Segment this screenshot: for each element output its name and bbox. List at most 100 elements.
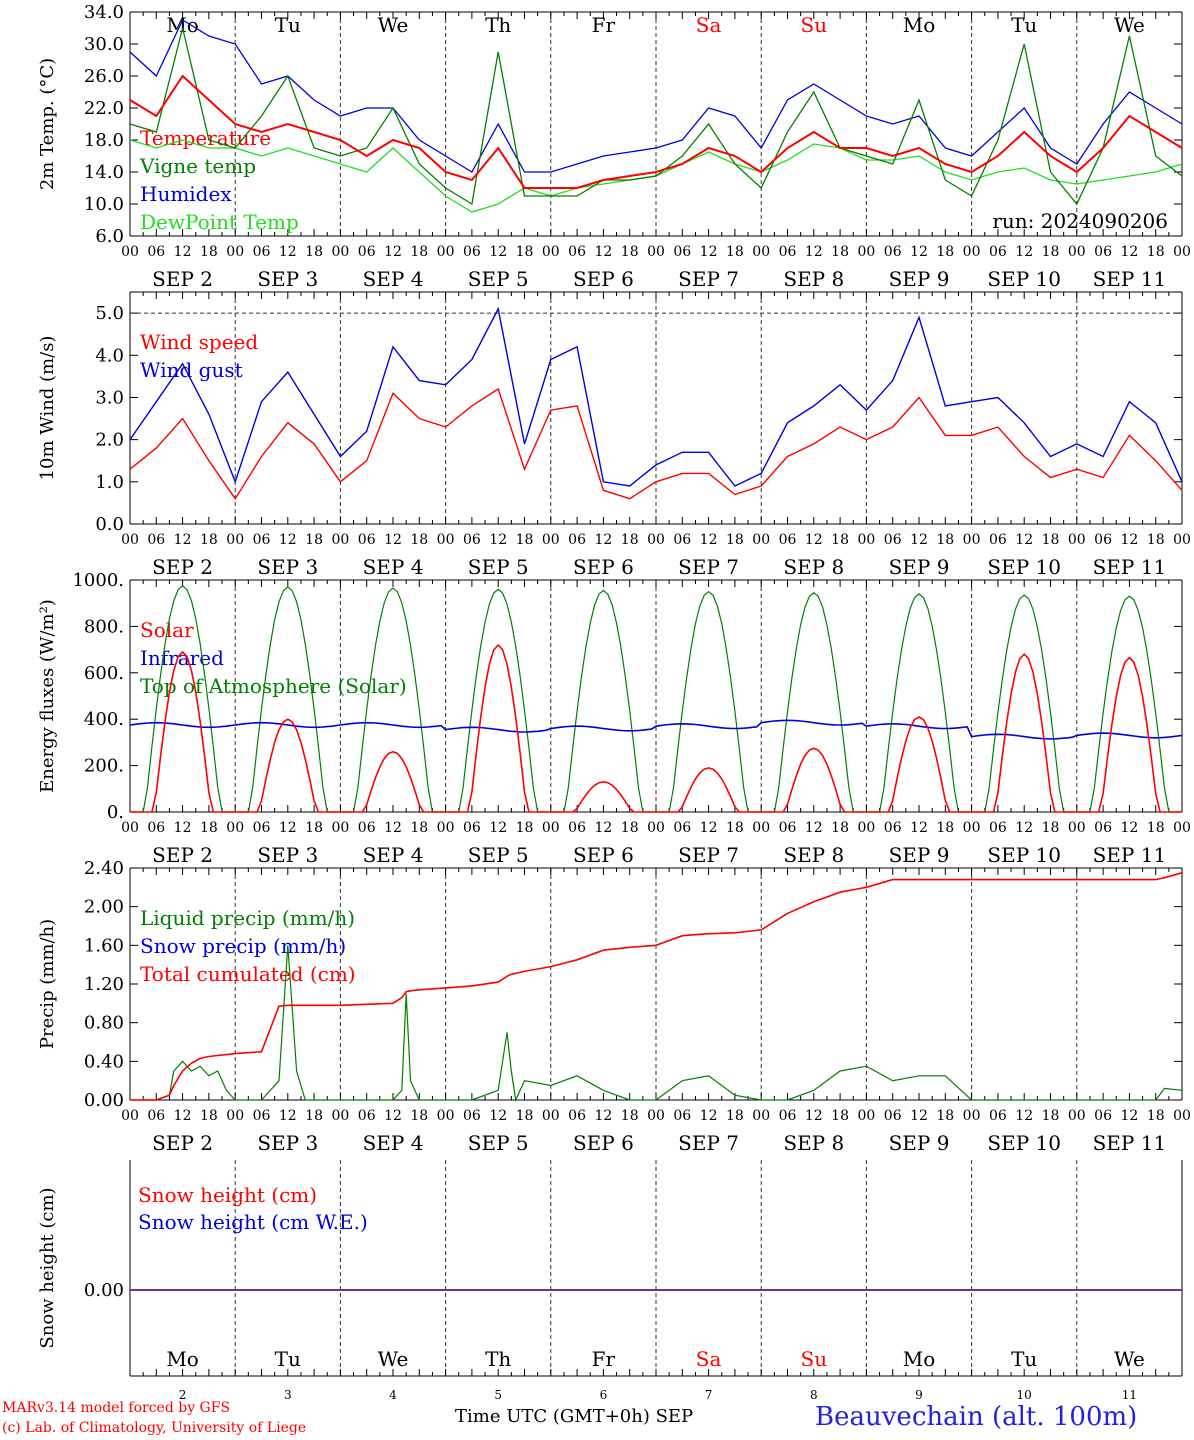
y-tick-label: 200. [84, 756, 124, 777]
hour-label: 18 [831, 532, 849, 548]
date-label: SEP 3 [257, 555, 318, 579]
hour-label: 12 [279, 1108, 297, 1124]
hour-label: 06 [147, 1108, 165, 1124]
hour-label: 18 [1147, 244, 1165, 260]
hour-label: 06 [568, 244, 586, 260]
hour-label: 00 [437, 244, 455, 260]
date-label: SEP 2 [152, 555, 213, 579]
hour-label: 06 [884, 244, 902, 260]
hour-label: 06 [779, 532, 797, 548]
hour-label: 12 [805, 820, 823, 836]
hour-label: 06 [779, 244, 797, 260]
series-line-humidex [129, 19, 1183, 173]
y-tick-label: 1.20 [84, 974, 124, 995]
hour-label: 06 [989, 820, 1007, 836]
hour-label: 00 [1173, 244, 1191, 260]
date-label: SEP 3 [257, 1131, 318, 1155]
hour-label: 12 [174, 820, 192, 836]
hour-label: 00 [752, 1108, 770, 1124]
hour-label: 12 [1015, 1108, 1033, 1124]
y-tick-label: 600. [84, 663, 124, 684]
y-tick-label: 2.40 [84, 858, 124, 879]
hour-label: 12 [279, 244, 297, 260]
date-label: SEP 10 [987, 1131, 1061, 1155]
hour-label: 00 [963, 1108, 981, 1124]
hour-label: 18 [516, 244, 534, 260]
hour-label: 18 [1147, 1108, 1165, 1124]
hour-label: 06 [1094, 820, 1112, 836]
day-number-label: 2 [179, 1388, 187, 1402]
hour-label: 06 [463, 1108, 481, 1124]
weekday-label: Su [801, 13, 828, 37]
hour-label: 06 [253, 244, 271, 260]
hour-label: 18 [1042, 532, 1060, 548]
hour-label: 18 [831, 244, 849, 260]
legend-entry: Wind speed [140, 330, 258, 354]
y-tick-label: 0.00 [84, 1280, 124, 1301]
hour-label: 12 [1015, 820, 1033, 836]
hour-label: 06 [884, 1108, 902, 1124]
hour-label: 00 [1173, 820, 1191, 836]
y-tick-label: 4.0 [95, 345, 124, 366]
legend-entry: Liquid precip (mm/h) [140, 906, 355, 930]
y-axis-label: Snow height (cm) [37, 1187, 58, 1348]
date-label: SEP 5 [468, 1131, 529, 1155]
hour-label: 12 [910, 820, 928, 836]
weekday-label: We [1114, 1347, 1145, 1371]
weekday-label: We [1114, 13, 1145, 37]
weekday-label: We [378, 13, 409, 37]
hour-label: 06 [147, 244, 165, 260]
hour-label: 06 [673, 820, 691, 836]
hour-label: 00 [1173, 1108, 1191, 1124]
date-label: SEP 4 [363, 555, 424, 579]
hour-label: 18 [516, 820, 534, 836]
hour-label: 12 [174, 244, 192, 260]
hour-label: 06 [568, 820, 586, 836]
hour-label: 12 [805, 1108, 823, 1124]
date-label: SEP 2 [152, 843, 213, 867]
weekday-label: Mo [903, 1347, 936, 1371]
hour-label: 00 [542, 820, 560, 836]
legend-entry: Wind gust [140, 358, 243, 382]
hour-label: 12 [1015, 532, 1033, 548]
hour-label: 06 [673, 1108, 691, 1124]
hour-label: 12 [910, 244, 928, 260]
weekday-label: Sa [696, 1347, 722, 1371]
y-tick-label: 18.0 [84, 130, 124, 151]
hour-label: 18 [516, 1108, 534, 1124]
hour-label: 00 [857, 532, 875, 548]
weekday-label: Mo [166, 13, 199, 37]
hour-label: 06 [989, 532, 1007, 548]
date-label: SEP 7 [678, 555, 739, 579]
y-tick-label: 6.0 [95, 226, 124, 247]
weekday-label: Sa [696, 13, 722, 37]
date-label: SEP 9 [889, 1131, 950, 1155]
hour-label: 00 [226, 532, 244, 548]
y-tick-label: 3.0 [95, 387, 124, 408]
date-label: SEP 8 [783, 1131, 844, 1155]
lab-credit: (c) Lab. of Climatology, University of L… [2, 1420, 307, 1436]
day-number-label: 8 [810, 1388, 818, 1402]
series-line-liquid-precip [130, 945, 1183, 1103]
hour-label: 18 [621, 1108, 639, 1124]
series-line-wind-speed [129, 387, 1183, 500]
hour-label: 18 [410, 244, 428, 260]
hour-label: 12 [384, 820, 402, 836]
hour-label: 00 [647, 820, 665, 836]
hour-label: 06 [253, 532, 271, 548]
day-number-label: 10 [1017, 1388, 1032, 1402]
y-tick-label: 0.00 [84, 1090, 124, 1111]
hour-label: 18 [936, 1108, 954, 1124]
day-number-label: 11 [1122, 1388, 1137, 1402]
hour-label: 00 [963, 244, 981, 260]
hour-label: 00 [542, 532, 560, 548]
y-axis-label: 2m Temp. (°C) [37, 58, 58, 190]
date-label: SEP 9 [889, 267, 950, 291]
hour-label: 18 [621, 820, 639, 836]
hour-label: 00 [331, 1108, 349, 1124]
weekday-label: Tu [1011, 1347, 1037, 1371]
date-label: SEP 6 [573, 555, 634, 579]
day-number-label: 3 [284, 1388, 292, 1402]
hour-label: 12 [489, 244, 507, 260]
date-label: SEP 8 [783, 555, 844, 579]
